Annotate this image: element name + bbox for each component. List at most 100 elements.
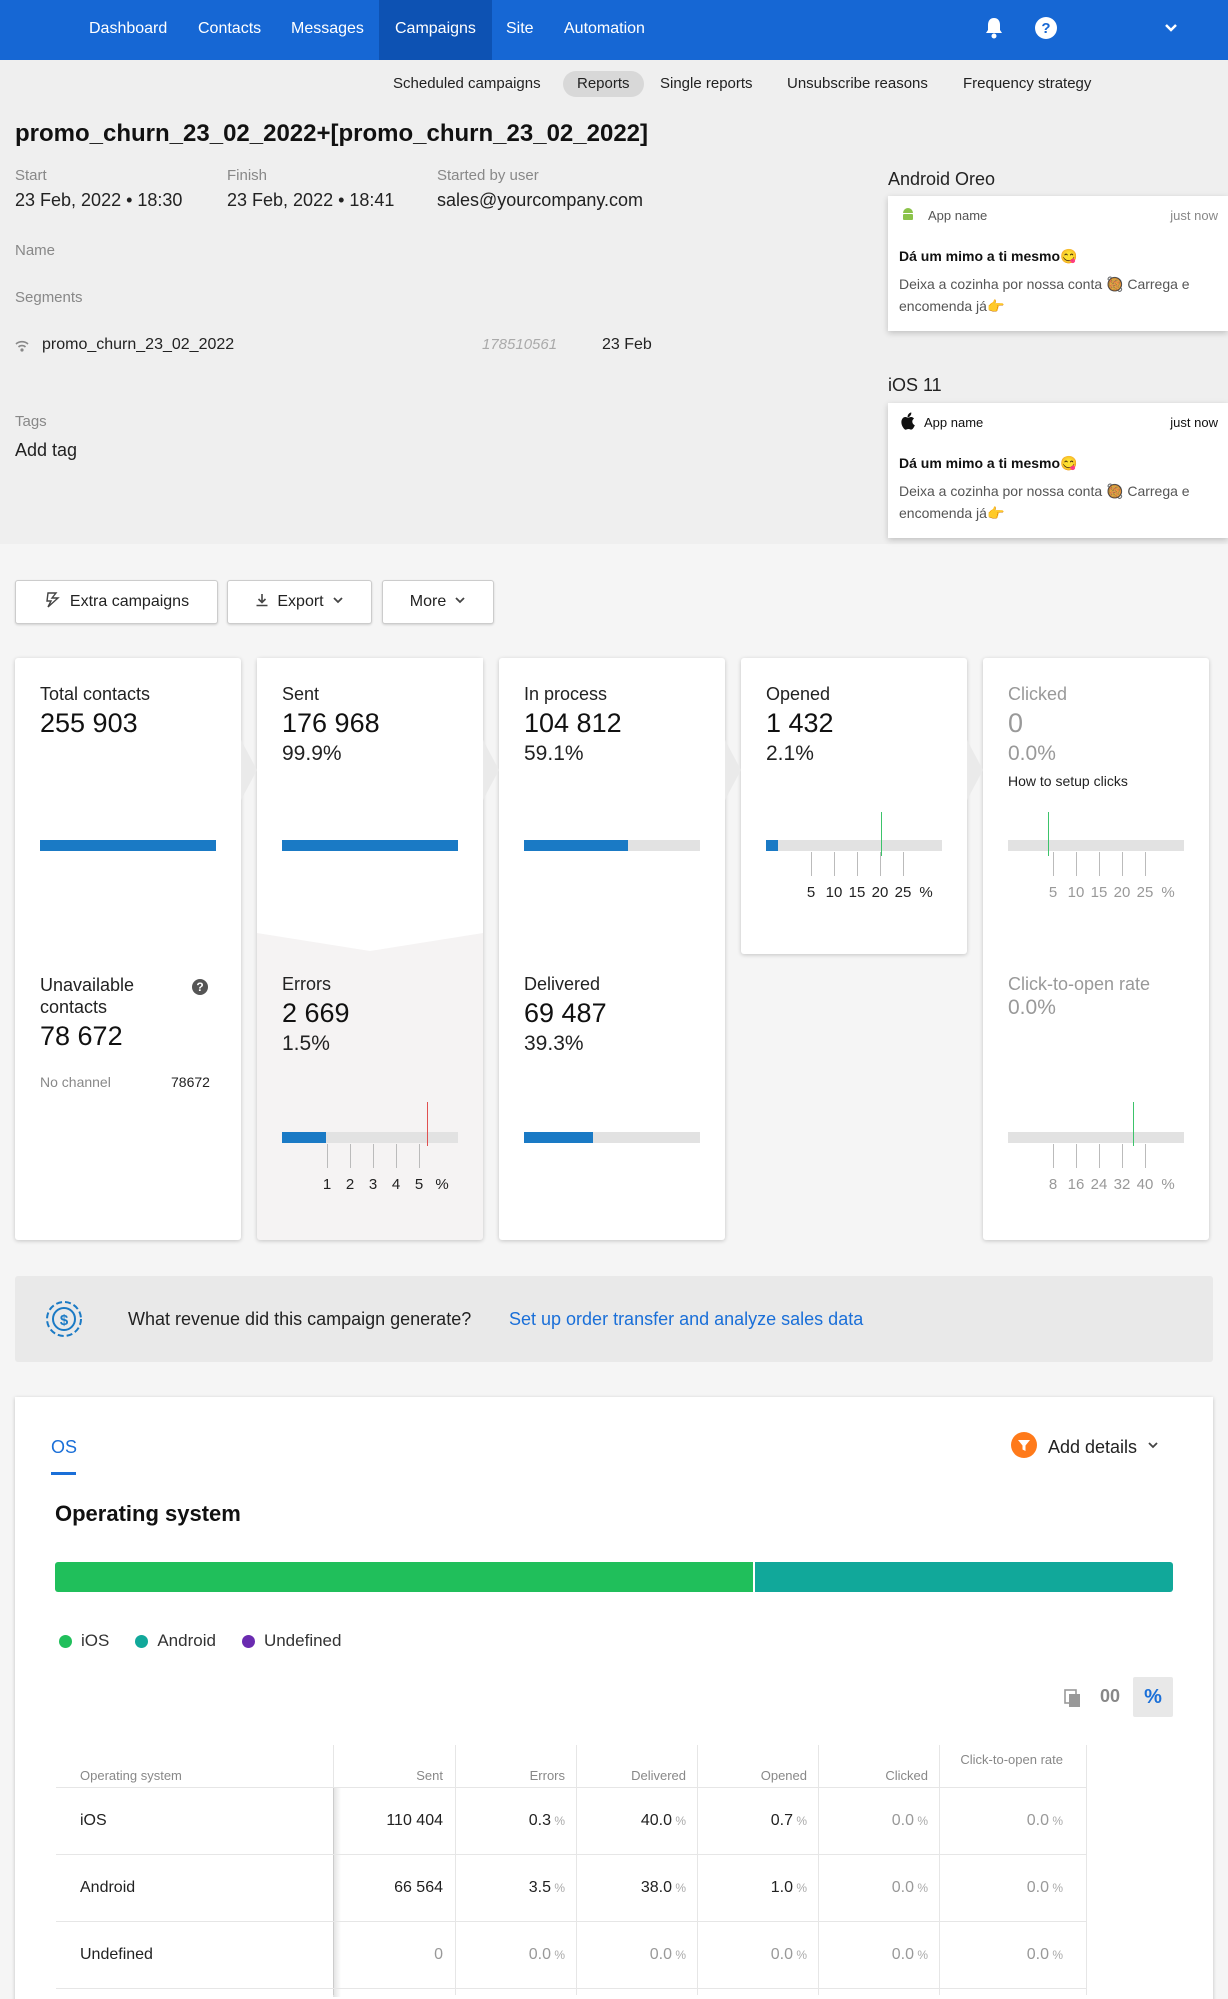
segment-name[interactable]: promo_churn_23_02_2022 bbox=[42, 336, 235, 353]
clicked-label: Clicked bbox=[1008, 684, 1068, 704]
col-header-opened[interactable]: Opened bbox=[760, 1768, 807, 1783]
scale-tick bbox=[1076, 852, 1077, 876]
clicked-card: Clicked 0 0.0% How to setup clicks 5 10 15… bbox=[983, 658, 1209, 1240]
scale-tick-label: 10 bbox=[825, 884, 843, 901]
percent-toggle[interactable]: % bbox=[1133, 1677, 1173, 1717]
delivered-cell: 0.0 % bbox=[649, 1946, 686, 1963]
started-by-label: Started by user bbox=[437, 167, 539, 184]
in-process-label: In process bbox=[524, 684, 608, 704]
os-breakdown-panel: OS Add details Operating system iOS Andro… bbox=[15, 1397, 1213, 1999]
row-divider bbox=[56, 1854, 1086, 1855]
tab-frequency-strategy[interactable]: Frequency strategy bbox=[963, 75, 1092, 92]
col-header-errors[interactable]: Errors bbox=[529, 1768, 565, 1783]
revenue-setup-link[interactable]: Set up order transfer and analyze sales … bbox=[509, 1309, 864, 1329]
legend-dot bbox=[59, 1634, 72, 1648]
chevron-down-icon[interactable] bbox=[1158, 16, 1184, 42]
col-header-cto[interactable]: Click-to-open rate bbox=[960, 1752, 1063, 1767]
column-divider bbox=[576, 1745, 577, 1995]
opened-bar bbox=[766, 840, 942, 851]
tab-unsubscribe-reasons[interactable]: Unsubscribe reasons bbox=[787, 75, 928, 92]
bell-icon[interactable] bbox=[981, 16, 1007, 42]
bar-fill bbox=[282, 1132, 326, 1143]
nav-messages[interactable]: Messages bbox=[291, 20, 364, 37]
scale-tick bbox=[327, 1144, 328, 1168]
opened-cell: 0.0 % bbox=[770, 1946, 807, 1963]
scale-tick-label: % bbox=[435, 1176, 449, 1193]
start-value: 23 Feb, 2022 • 18:30 bbox=[15, 190, 183, 210]
errors-cell: 0.0 % bbox=[528, 1946, 565, 1963]
nav-campaigns[interactable]: Campaigns bbox=[379, 0, 492, 60]
android-icon bbox=[900, 206, 916, 222]
legend-item-android[interactable]: Android bbox=[135, 1631, 216, 1651]
col-header-sent[interactable]: Sent bbox=[416, 1768, 443, 1783]
bar-fill bbox=[524, 840, 629, 851]
segment-date: 23 Feb bbox=[602, 336, 652, 353]
col-header-clicked[interactable]: Clicked bbox=[885, 1768, 928, 1783]
cto-scale: 8 16 24 32 40% bbox=[1008, 1144, 1184, 1193]
in-process-value: 104 812 bbox=[524, 708, 622, 738]
nav-site[interactable]: Site bbox=[506, 20, 534, 37]
in-process-card: In process 104 812 59.1% Delivered 69 48… bbox=[499, 658, 725, 1240]
legend-item-undefined[interactable]: Undefined bbox=[241, 1631, 341, 1651]
opened-benchmark-marker bbox=[881, 812, 882, 856]
add-details-button[interactable]: Add details bbox=[1010, 1431, 1159, 1464]
no-channel-label: No channel bbox=[40, 1074, 111, 1090]
setup-clicks-link[interactable]: How to setup clicks bbox=[1008, 773, 1128, 789]
add-tag-link[interactable]: Add tag bbox=[15, 440, 78, 460]
tab-reports[interactable]: Reports bbox=[563, 71, 644, 97]
clicked-percent: 0.0% bbox=[1008, 742, 1056, 765]
tab-scheduled-campaigns[interactable]: Scheduled campaigns bbox=[393, 75, 541, 92]
more-button[interactable]: More bbox=[382, 580, 494, 624]
tab-single-reports[interactable]: Single reports bbox=[660, 75, 753, 92]
delivered-cell: 40.0 % bbox=[640, 1812, 686, 1829]
scale-tick bbox=[350, 1144, 351, 1168]
tab-os[interactable]: OS bbox=[51, 1437, 78, 1457]
errors-threshold-marker bbox=[427, 1102, 428, 1146]
scale-tick bbox=[811, 852, 812, 876]
column-divider bbox=[939, 1745, 940, 1995]
nav-dashboard[interactable]: Dashboard bbox=[89, 20, 168, 37]
bar-fill bbox=[282, 840, 458, 851]
os-section-title: Operating system bbox=[55, 1501, 241, 1526]
delivered-percent: 39.3% bbox=[524, 1032, 584, 1055]
legend-dot bbox=[241, 1634, 255, 1648]
col-header-os[interactable]: Operating system bbox=[80, 1768, 182, 1783]
revenue-question: What revenue did this campaign generate? bbox=[128, 1309, 472, 1329]
clicked-benchmark-marker bbox=[1048, 812, 1049, 856]
scale-tick bbox=[834, 852, 835, 876]
help-icon[interactable]: ? bbox=[191, 978, 209, 996]
errors-scale: 1 2 3 4 5% bbox=[282, 1144, 458, 1193]
svg-text:$: $ bbox=[60, 1312, 69, 1329]
scale-tick-label: 20 bbox=[1113, 884, 1131, 901]
help-icon[interactable]: ? bbox=[1033, 16, 1059, 42]
push-app-name: App name bbox=[924, 415, 984, 430]
col-header-delivered[interactable]: Delivered bbox=[631, 1768, 686, 1783]
scale-tick-label: % bbox=[1161, 1176, 1175, 1193]
nav-contacts[interactable]: Contacts bbox=[198, 20, 262, 37]
share-segment-android[interactable] bbox=[752, 1562, 1173, 1592]
opened-percent: 2.1% bbox=[766, 742, 814, 765]
scale-tick-label: 40 bbox=[1136, 1176, 1154, 1193]
scale-tick-label: 3 bbox=[368, 1176, 378, 1193]
count-toggle[interactable]: 00 bbox=[1100, 1686, 1121, 1706]
nav-automation[interactable]: Automation bbox=[564, 20, 645, 37]
scale-tick bbox=[1122, 852, 1123, 876]
scale-tick bbox=[1122, 1144, 1123, 1168]
start-label: Start bbox=[15, 167, 47, 184]
os-share-bar bbox=[55, 1562, 1173, 1592]
scale-tick-label: 16 bbox=[1067, 1176, 1085, 1193]
export-button[interactable]: Export bbox=[227, 580, 372, 624]
legend-item-ios[interactable]: iOS bbox=[59, 1631, 109, 1651]
scale-tick bbox=[1145, 852, 1146, 876]
more-label: More bbox=[409, 593, 447, 610]
push-time: just now bbox=[1170, 415, 1218, 430]
share-segment-ios[interactable] bbox=[55, 1562, 753, 1592]
in-process-percent: 59.1% bbox=[524, 742, 584, 765]
extra-campaigns-button[interactable]: Extra campaigns bbox=[15, 580, 218, 624]
errors-bar bbox=[282, 1132, 458, 1143]
bar-fill bbox=[766, 840, 779, 851]
scale-tick-label: 8 bbox=[1048, 1176, 1058, 1193]
copy-icon[interactable] bbox=[1062, 1687, 1084, 1709]
filter-icon bbox=[1010, 1431, 1038, 1464]
